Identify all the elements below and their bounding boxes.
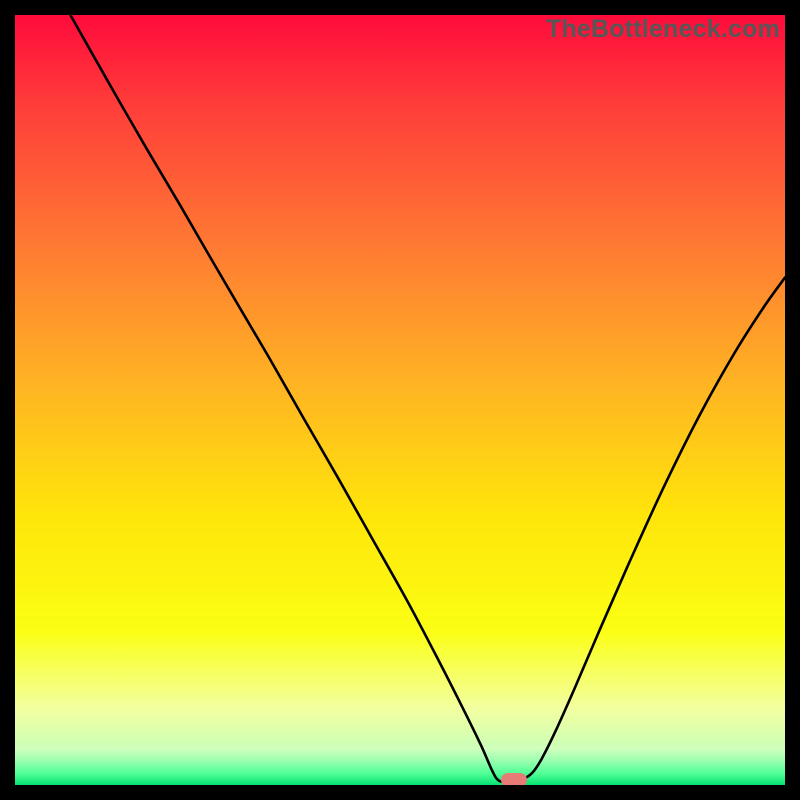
- watermark-text: TheBottleneck.com: [546, 15, 780, 44]
- bottleneck-curve: [15, 15, 785, 785]
- frame-border-top: [0, 0, 800, 15]
- frame-border-right: [785, 0, 800, 800]
- frame-border-left: [0, 0, 15, 800]
- frame-border-bottom: [0, 785, 800, 800]
- optimum-marker: [501, 773, 527, 785]
- chart-frame: TheBottleneck.com: [0, 0, 800, 800]
- plot-area: [15, 15, 785, 785]
